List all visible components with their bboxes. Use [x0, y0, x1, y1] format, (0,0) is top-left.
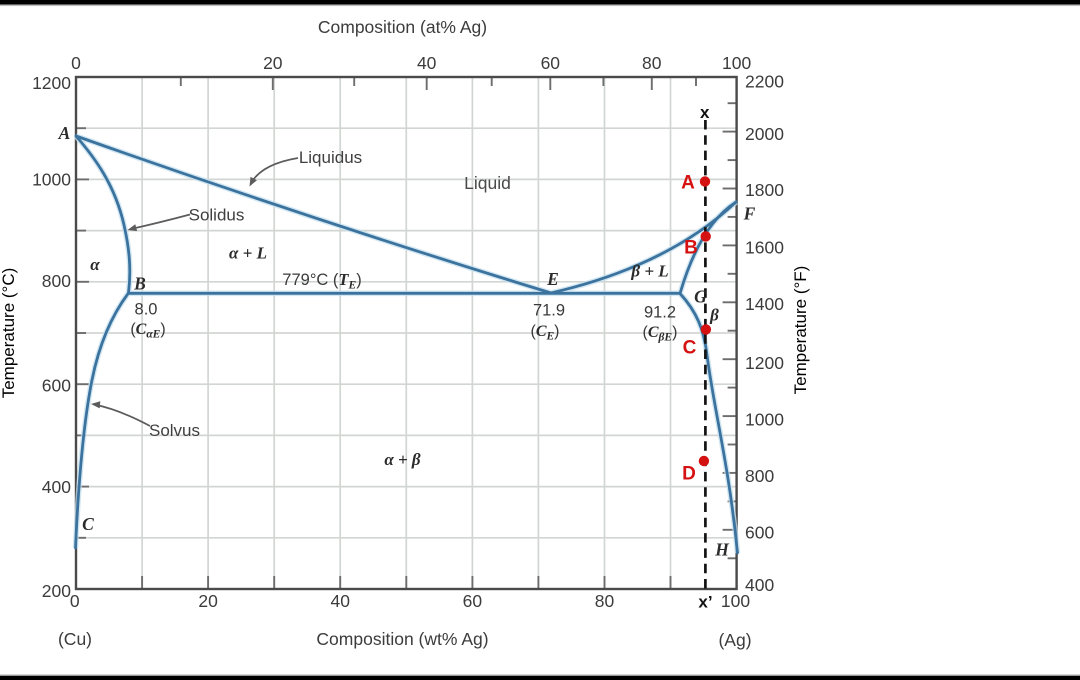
svg-text:100: 100 [722, 53, 751, 73]
svg-text:100: 100 [721, 591, 750, 611]
svg-text:Temperature (°F): Temperature (°F) [791, 266, 810, 395]
svg-text:1200: 1200 [745, 353, 784, 373]
svg-text:H: H [714, 540, 730, 560]
svg-text:α + β: α + β [384, 450, 421, 469]
svg-text:400: 400 [42, 477, 71, 497]
svg-text:Temperature (°C): Temperature (°C) [0, 268, 18, 399]
svg-text:x: x [700, 103, 710, 122]
svg-text:α + L: α + L [229, 244, 267, 263]
svg-text:91.2: 91.2 [644, 304, 676, 322]
svg-text:Solidus: Solidus [189, 206, 245, 225]
svg-text:x’: x’ [698, 593, 712, 612]
svg-text:400: 400 [745, 575, 774, 595]
svg-text:1400: 1400 [745, 294, 784, 314]
svg-text:(Ag): (Ag) [718, 630, 751, 650]
svg-text:779°C (TE): 779°C (TE) [282, 270, 361, 292]
svg-text:8.0: 8.0 [135, 301, 158, 319]
svg-text:2200: 2200 [745, 72, 784, 92]
svg-text:F: F [743, 204, 756, 224]
svg-text:1000: 1000 [32, 169, 71, 189]
svg-text:800: 800 [745, 466, 774, 486]
svg-text:1000: 1000 [745, 410, 784, 430]
svg-text:1800: 1800 [745, 180, 784, 200]
svg-text:60: 60 [541, 53, 561, 73]
svg-text:71.9: 71.9 [533, 302, 565, 320]
svg-text:D: D [682, 464, 696, 485]
svg-text:B: B [133, 274, 146, 294]
svg-text:C: C [82, 514, 94, 534]
svg-text:Liquidus: Liquidus [299, 148, 362, 167]
svg-text:800: 800 [42, 271, 71, 291]
svg-text:E: E [546, 269, 559, 289]
svg-text:0: 0 [71, 53, 81, 73]
svg-text:80: 80 [595, 591, 615, 611]
svg-text:1200: 1200 [32, 73, 71, 93]
svg-text:600: 600 [745, 523, 774, 543]
svg-text:600: 600 [42, 376, 71, 396]
svg-text:Solvus: Solvus [149, 421, 200, 440]
svg-text:α: α [90, 255, 100, 274]
svg-text:40: 40 [331, 591, 351, 611]
svg-text:(CE): (CE) [531, 323, 560, 343]
svg-text:A: A [681, 173, 695, 194]
svg-text:0: 0 [70, 591, 80, 611]
svg-text:β: β [709, 306, 719, 325]
svg-text:1600: 1600 [745, 238, 784, 258]
svg-text:β + L: β + L [630, 262, 668, 281]
svg-text:Composition (wt% Ag): Composition (wt% Ag) [316, 629, 488, 649]
svg-text:B: B [684, 238, 698, 259]
svg-text:80: 80 [642, 53, 662, 73]
svg-text:60: 60 [463, 591, 483, 611]
svg-text:200: 200 [42, 581, 71, 601]
svg-text:20: 20 [198, 591, 218, 611]
svg-text:A: A [58, 123, 71, 143]
svg-text:C: C [683, 338, 697, 359]
svg-text:40: 40 [417, 53, 437, 73]
svg-text:Composition (at% Ag): Composition (at% Ag) [318, 17, 487, 37]
svg-text:20: 20 [263, 53, 283, 73]
svg-text:2000: 2000 [745, 124, 784, 144]
svg-text:Liquid: Liquid [464, 173, 511, 193]
svg-text:(Cu): (Cu) [58, 629, 92, 649]
svg-text:G: G [694, 287, 707, 307]
